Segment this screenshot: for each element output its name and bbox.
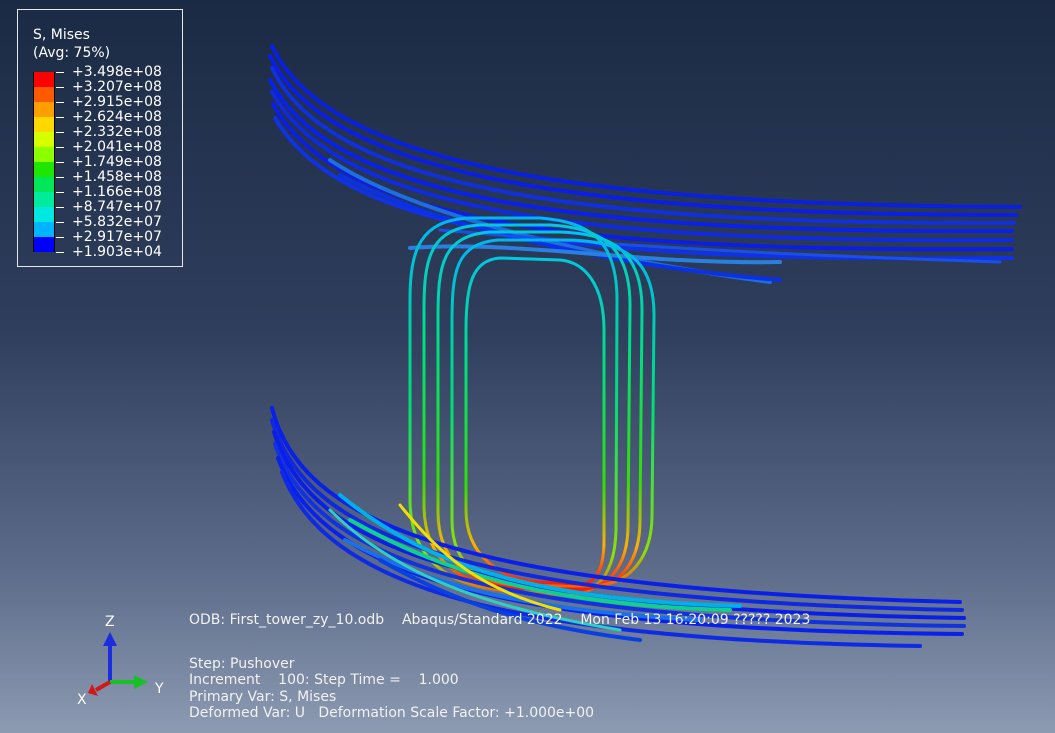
legend-tick xyxy=(56,102,64,103)
legend-swatch xyxy=(33,132,55,147)
legend-value: +1.903e+04 xyxy=(72,244,162,260)
legend-swatch xyxy=(33,177,55,192)
upper-beam-bundle xyxy=(268,44,1022,284)
triad-z-label: Z xyxy=(105,614,115,630)
legend-value: +8.747e+07 xyxy=(72,199,162,215)
legend-value: +1.166e+08 xyxy=(72,184,162,200)
legend-tick xyxy=(56,72,64,73)
legend-swatch xyxy=(33,207,55,222)
increment-label: Increment 100: Step Time = 1.000 xyxy=(189,672,459,688)
legend-swatch xyxy=(33,87,55,102)
legend-tick xyxy=(56,147,64,148)
legend-title: S, Mises xyxy=(33,27,90,43)
triad-x-label: X xyxy=(77,692,87,708)
legend-swatch xyxy=(33,72,55,87)
column-loops xyxy=(408,216,656,597)
axis-triad xyxy=(88,632,148,696)
legend-value: +2.624e+08 xyxy=(72,109,162,125)
legend-swatch xyxy=(33,117,55,132)
legend-value: +2.915e+08 xyxy=(72,94,162,110)
primary-var-label: Primary Var: S, Mises xyxy=(189,689,337,705)
step-label: Step: Pushover xyxy=(189,656,295,672)
legend-swatch xyxy=(33,237,55,252)
legend-tick xyxy=(56,222,64,223)
legend-tick xyxy=(56,192,64,193)
legend-value: +3.207e+08 xyxy=(72,79,162,95)
legend-swatch xyxy=(33,162,55,177)
legend-value: +1.749e+08 xyxy=(72,154,162,170)
legend-value: +3.498e+08 xyxy=(72,64,162,80)
stress-legend: S, Mises (Avg: 75%) +3.498e+08 +3.207e+08… xyxy=(17,9,183,267)
odb-info-line: ODB: First_tower_zy_10.odb Abaqus/Standa… xyxy=(189,612,811,628)
legend-swatch xyxy=(33,147,55,162)
legend-swatch xyxy=(33,192,55,207)
legend-value: +1.458e+08 xyxy=(72,169,162,185)
legend-tick xyxy=(56,117,64,118)
legend-value: +2.917e+07 xyxy=(72,229,162,245)
deformed-var-label: Deformed Var: U Deformation Scale Factor… xyxy=(189,705,595,721)
legend-tick xyxy=(56,252,64,253)
legend-swatch xyxy=(33,102,55,117)
legend-value: +5.832e+07 xyxy=(72,214,162,230)
legend-value: +2.332e+08 xyxy=(72,124,162,140)
lower-beam-bundle xyxy=(270,406,966,648)
legend-swatch xyxy=(33,222,55,237)
legend-tick xyxy=(56,237,64,238)
legend-tick xyxy=(56,132,64,133)
legend-tick xyxy=(56,177,64,178)
legend-value: +2.041e+08 xyxy=(72,139,162,155)
legend-tick xyxy=(56,207,64,208)
legend-subtitle: (Avg: 75%) xyxy=(33,45,111,61)
triad-y-label: Y xyxy=(155,681,164,697)
legend-tick xyxy=(56,162,64,163)
legend-tick xyxy=(56,87,64,88)
